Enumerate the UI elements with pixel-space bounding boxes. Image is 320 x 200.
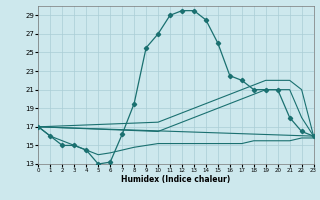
X-axis label: Humidex (Indice chaleur): Humidex (Indice chaleur) — [121, 175, 231, 184]
